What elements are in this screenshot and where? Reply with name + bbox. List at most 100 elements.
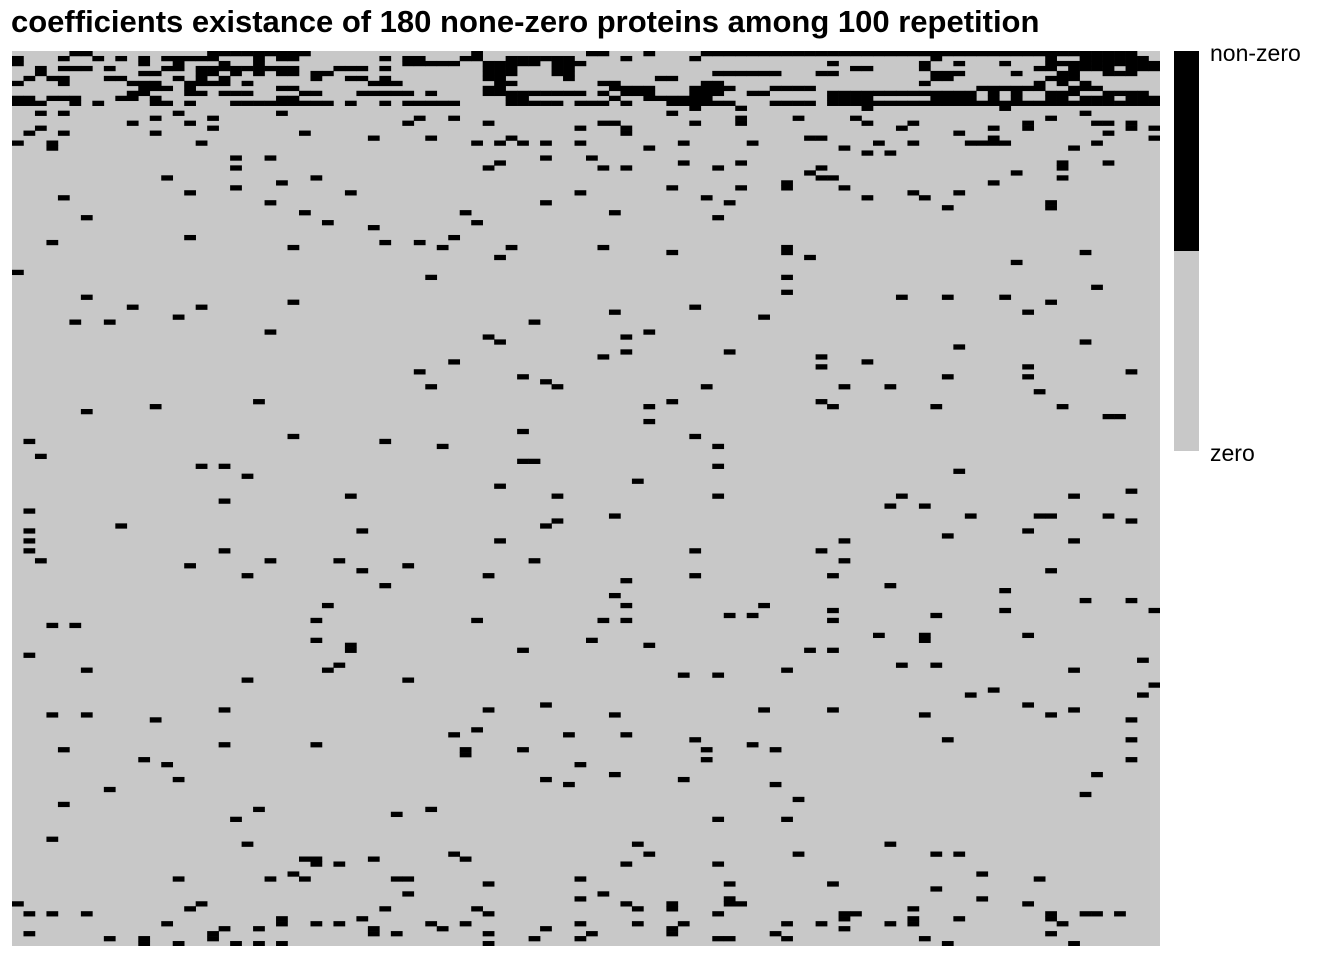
heatmap-cell-nonzero bbox=[1148, 125, 1160, 131]
heatmap-cell-nonzero bbox=[1125, 597, 1138, 604]
heatmap-cell-nonzero bbox=[723, 85, 736, 92]
heatmap-cell-nonzero bbox=[620, 125, 633, 131]
heatmap-cell-nonzero bbox=[253, 51, 265, 57]
heatmap-cell-nonzero bbox=[1125, 90, 1138, 97]
heatmap-cell-nonzero bbox=[241, 573, 254, 579]
heatmap-cell-nonzero bbox=[126, 95, 139, 102]
heatmap-cell-nonzero bbox=[172, 55, 185, 62]
heatmap-cell-nonzero bbox=[253, 399, 265, 405]
heatmap-cell-nonzero bbox=[677, 160, 690, 166]
heatmap-cell-nonzero bbox=[1079, 249, 1092, 256]
heatmap-cell-nonzero bbox=[1022, 309, 1035, 315]
heatmap-cell-nonzero bbox=[402, 677, 415, 683]
heatmap-cell-nonzero bbox=[723, 51, 736, 57]
heatmap-cell-nonzero bbox=[1068, 85, 1080, 92]
heatmap-cell-nonzero bbox=[57, 95, 70, 102]
heatmap-cell-nonzero bbox=[344, 75, 357, 82]
heatmap-cell-nonzero bbox=[494, 254, 506, 261]
heatmap-cell-nonzero bbox=[1045, 931, 1057, 937]
heatmap-cell-nonzero bbox=[46, 712, 59, 718]
heatmap-cell-nonzero bbox=[80, 215, 93, 221]
heatmap-cell-nonzero bbox=[253, 926, 265, 932]
heatmap-cell-nonzero bbox=[57, 130, 70, 136]
heatmap-cell-nonzero bbox=[161, 175, 174, 181]
heatmap-cell-nonzero bbox=[700, 51, 713, 57]
heatmap-cell-nonzero bbox=[402, 55, 415, 62]
heatmap-cell-nonzero bbox=[1125, 488, 1138, 494]
heatmap-cell-nonzero bbox=[827, 647, 839, 653]
heatmap-cell-nonzero bbox=[253, 65, 265, 72]
heatmap-cell-nonzero bbox=[574, 100, 587, 106]
heatmap-cell-nonzero bbox=[1010, 70, 1023, 77]
heatmap-cell-nonzero bbox=[712, 861, 725, 867]
heatmap-cell-nonzero bbox=[769, 51, 782, 57]
heatmap-cell-nonzero bbox=[1125, 60, 1138, 67]
heatmap-cell-nonzero bbox=[608, 80, 621, 87]
heatmap-cell-nonzero bbox=[528, 458, 541, 464]
heatmap-cell-nonzero bbox=[12, 60, 24, 67]
heatmap-cell-nonzero bbox=[976, 51, 989, 57]
heatmap-cell-nonzero bbox=[689, 573, 702, 579]
heatmap-cell-nonzero bbox=[287, 299, 300, 305]
heatmap-cell-nonzero bbox=[895, 90, 908, 97]
heatmap-cell-nonzero bbox=[712, 85, 725, 92]
heatmap-cell-nonzero bbox=[379, 75, 392, 82]
heatmap-cell-nonzero bbox=[964, 513, 977, 519]
heatmap-cell-nonzero bbox=[918, 632, 931, 639]
heatmap-cell-nonzero bbox=[838, 558, 851, 564]
heatmap-cell-nonzero bbox=[459, 55, 472, 62]
heatmap-cell-nonzero bbox=[563, 55, 575, 62]
heatmap-cell-nonzero bbox=[356, 75, 369, 82]
heatmap-cell-nonzero bbox=[1056, 60, 1069, 67]
heatmap-cell-nonzero bbox=[574, 90, 587, 97]
heatmap-cell-nonzero bbox=[941, 533, 954, 539]
heatmap-cell-nonzero bbox=[827, 707, 839, 713]
heatmap-cell-nonzero bbox=[677, 776, 690, 783]
heatmap-cell-nonzero bbox=[482, 334, 495, 340]
heatmap-cell-nonzero bbox=[1022, 901, 1035, 907]
heatmap-cell-nonzero bbox=[344, 100, 357, 106]
heatmap-cell-nonzero bbox=[689, 105, 702, 111]
heatmap-cell-nonzero bbox=[1091, 140, 1103, 146]
heatmap-cell-nonzero bbox=[367, 225, 380, 231]
heatmap-cell-nonzero bbox=[1045, 911, 1057, 917]
heatmap-cell-nonzero bbox=[838, 384, 851, 390]
heatmap-cell-nonzero bbox=[643, 85, 656, 92]
heatmap-cell-nonzero bbox=[746, 742, 759, 748]
heatmap-cell-nonzero bbox=[103, 65, 116, 72]
heatmap-cell-nonzero bbox=[918, 712, 931, 718]
heatmap-cell-nonzero bbox=[161, 921, 174, 927]
heatmap-cell-nonzero bbox=[700, 757, 713, 763]
heatmap-cell-nonzero bbox=[207, 65, 219, 72]
heatmap-cell-nonzero bbox=[34, 70, 47, 77]
heatmap-cell-nonzero bbox=[769, 100, 782, 106]
heatmap-cell-nonzero bbox=[712, 463, 725, 469]
heatmap-cell-nonzero bbox=[953, 100, 966, 106]
heatmap-cell-nonzero bbox=[723, 881, 736, 887]
heatmap-cell-nonzero bbox=[1045, 115, 1057, 121]
heatmap-cell-nonzero bbox=[264, 876, 277, 882]
heatmap-cell-nonzero bbox=[1010, 100, 1023, 106]
heatmap-cell-nonzero bbox=[815, 165, 828, 171]
heatmap-cell-nonzero bbox=[804, 170, 816, 176]
heatmap-cell-nonzero bbox=[712, 90, 725, 97]
heatmap-cell-nonzero bbox=[781, 289, 793, 295]
heatmap-cell-nonzero bbox=[23, 508, 36, 514]
heatmap-cell-nonzero bbox=[1068, 145, 1080, 151]
heatmap-cell-nonzero bbox=[781, 816, 793, 822]
heatmap-cell-nonzero bbox=[689, 90, 702, 97]
heatmap-cell-nonzero bbox=[310, 90, 323, 97]
heatmap-cell-nonzero bbox=[597, 617, 610, 624]
heatmap-cell-nonzero bbox=[781, 244, 793, 251]
heatmap-cell-nonzero bbox=[402, 120, 415, 126]
heatmap-cell-nonzero bbox=[287, 51, 300, 57]
heatmap-cell-nonzero bbox=[436, 926, 449, 932]
heatmap-cell-nonzero bbox=[115, 75, 128, 82]
heatmap-cell-nonzero bbox=[436, 100, 449, 106]
heatmap-cell-nonzero bbox=[1033, 513, 1046, 519]
heatmap-cell-nonzero bbox=[333, 921, 346, 927]
heatmap-cell-nonzero bbox=[310, 75, 323, 82]
heatmap-cell-nonzero bbox=[999, 294, 1012, 300]
heatmap-cell-nonzero bbox=[494, 70, 506, 77]
heatmap-cell-nonzero bbox=[918, 100, 931, 106]
